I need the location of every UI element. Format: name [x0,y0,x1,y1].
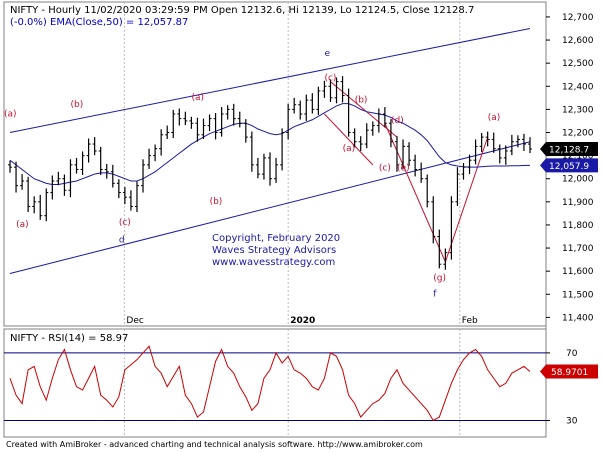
rsi-tick-label: 70 [566,349,578,359]
price-tick-label: 11,400 [562,313,594,323]
channel-upper [9,27,531,133]
wave-trendlines [324,81,489,263]
wave-trendline [444,136,489,263]
price-tags: 12,128.7 12,057.9 [540,141,598,173]
wave-trendline [384,123,446,263]
wave-label: e [324,49,330,59]
price-tag-box [540,158,598,173]
ema-label: (-0.0%) EMA(Close,50) = 12,057.87 [10,17,188,28]
wave-trendline [324,113,374,166]
rsi-axis: 30 70 [546,349,578,426]
price-tick-label: 12,700 [562,13,594,23]
price-tag-box [540,141,598,156]
wave-label: (a) [191,93,204,103]
rsi-line [9,345,531,422]
price-axis: 11,400 11,500 11,600 11,700 11,800 11,900 12,0… [546,13,594,323]
rsi-label: NIFTY - RSI(14) = 58.97 [10,333,128,344]
wave-label: f [433,290,437,300]
price-tag-label: 12,057.9 [549,162,589,172]
price-tick-label: 12,200 [562,128,594,138]
date-label: Dec [126,316,143,326]
rsi-line-layer [9,345,531,422]
price-tick-label: 11,800 [562,221,594,231]
ema-line-layer [9,103,531,185]
wave-label: (a) [343,144,356,154]
wave-label: (d) [391,116,404,126]
wave-label: (e) [397,164,410,174]
price-pane-frame [3,1,547,327]
rsi-pane-frame [3,328,547,438]
price-tick-label: 12,500 [562,59,594,69]
rsi-label-text: NIFTY - RSI(14) = [10,333,100,344]
rsi-tick-label: 30 [566,416,578,426]
price-bars [8,76,532,270]
wave-label: (b) [355,95,368,105]
rsi-grid [4,329,546,437]
rsi-tag-box [540,364,598,379]
wave-label: (b) [71,100,84,110]
rsi-tag-label: 58.9701 [551,368,588,378]
channel-lower [9,141,531,274]
price-tick-label: 11,500 [562,290,594,300]
price-tick-label: 11,600 [562,267,594,277]
wave-labels: (a) (a) (b) (c) d (a) (b) e (c) (b) (a) (d) (c) (e) (g… [4,49,500,299]
wave-label: (a) [488,113,501,123]
rsi-value-tag: 58.9701 [540,364,598,379]
wave-label: (b) [210,197,223,207]
chart-title: NIFTY - Hourly 11/02/2020 03:29:59 PM Op… [10,5,474,16]
wave-label: (c) [119,218,131,228]
wave-label: (c) [379,164,391,174]
date-label: Feb [462,316,478,326]
price-date-grid: Dec 2020 Feb [123,2,478,326]
price-tick-label: 12,300 [562,105,594,115]
wave-trendline [330,81,398,138]
trend-channel [9,27,531,274]
wave-label: (g) [433,273,446,283]
price-tick-label: 12,600 [562,36,594,46]
wave-label: (a) [16,220,29,230]
ema-line [9,103,531,185]
price-tick-label: 12,000 [562,175,594,185]
copyright-line-2: Waves Strategy Advisors [212,245,336,256]
price-tick-label: 12,100 [562,152,594,162]
rsi-label-value: 58.97 [100,333,129,344]
price-tag-label: 12,128.7 [549,145,589,155]
price-tick-label: 12,400 [562,82,594,92]
wave-label: (a) [4,109,17,119]
footer-text: Created with AmiBroker - advanced charti… [6,440,423,449]
date-label: 2020 [290,316,315,326]
price-tick-label: 11,900 [562,198,594,208]
wave-label: d [119,235,125,245]
wave-label: (c) [324,73,336,83]
copyright-line-1: Copyright, February 2020 [212,233,340,244]
price-tick-label: 11,700 [562,244,594,254]
copyright-line-3: www.wavesstrategy.com [212,257,335,268]
